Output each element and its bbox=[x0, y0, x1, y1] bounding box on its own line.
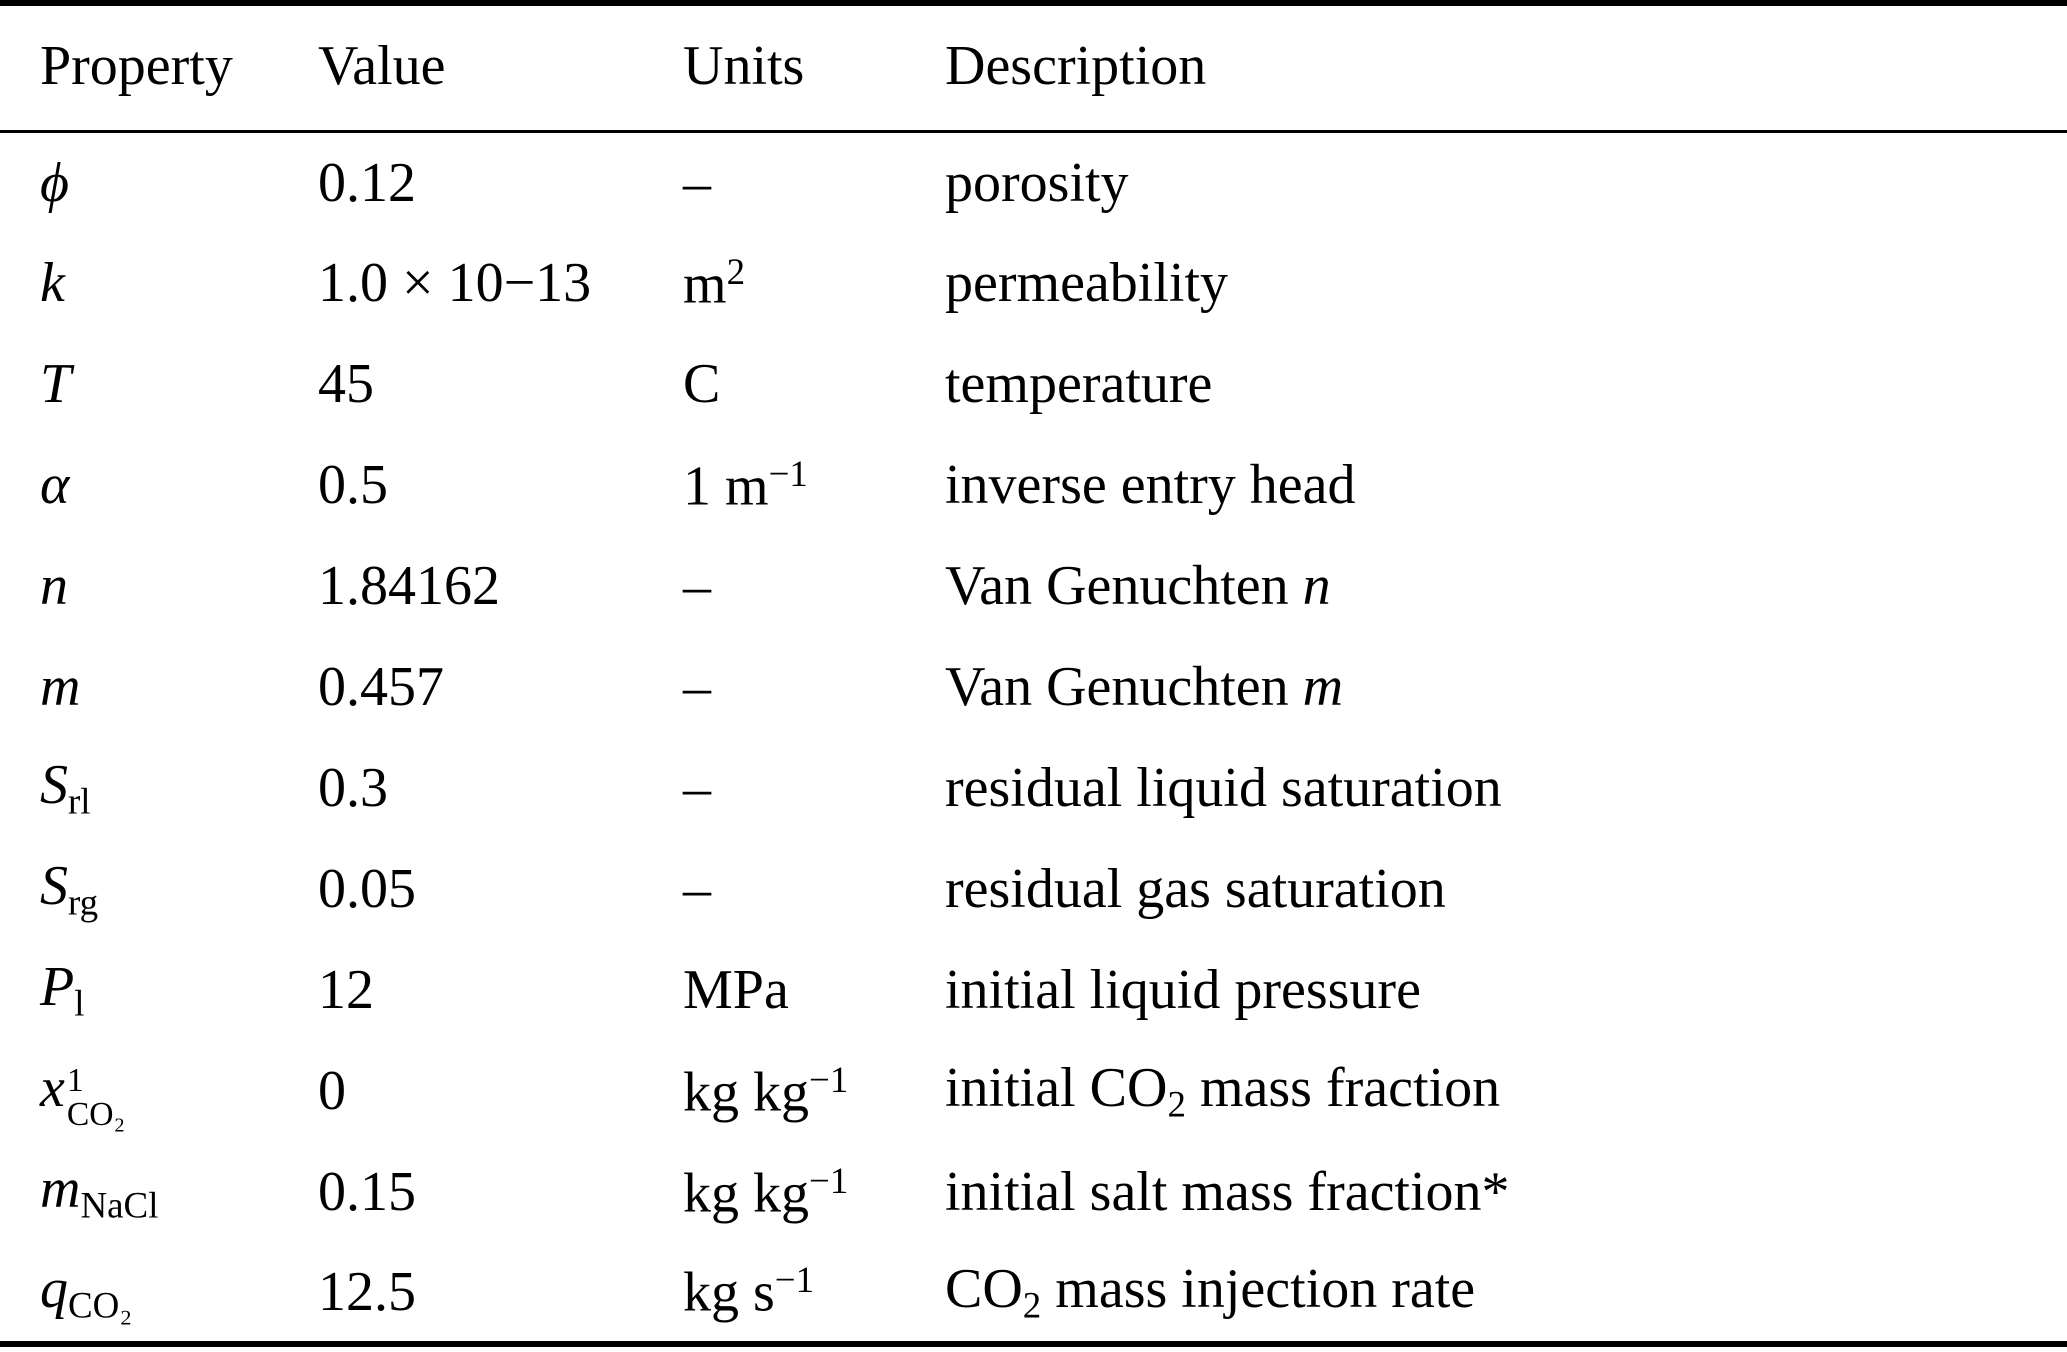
header-units: Units bbox=[643, 3, 905, 133]
property-cell: Srl bbox=[40, 754, 91, 822]
description-cell: Van Genuchten m bbox=[945, 656, 1344, 718]
units-cell: – bbox=[683, 757, 711, 819]
units-cell: 1 m−1 bbox=[683, 452, 808, 518]
property-cell: ϕ bbox=[40, 151, 69, 214]
value-cell: 0.457 bbox=[318, 656, 444, 718]
table-row: n 1.84162 – Van Genuchten n bbox=[0, 536, 2067, 637]
table-row: mNaCl 0.15 kg kg−1 initial salt mass fracti… bbox=[0, 1142, 2067, 1243]
table-row: α 0.5 1 m−1 inverse entry head bbox=[0, 435, 2067, 536]
description-cell: initial salt mass fraction* bbox=[945, 1161, 1510, 1223]
units-cell: kg s−1 bbox=[683, 1259, 815, 1324]
description-cell: Van Genuchten n bbox=[945, 555, 1331, 617]
description-cell: permeability bbox=[945, 252, 1229, 314]
value-cell: 0.05 bbox=[318, 858, 416, 920]
description-cell: residual liquid saturation bbox=[945, 757, 1502, 819]
table-row: k 1.0 × 10−13 m2 permeability bbox=[0, 233, 2067, 334]
table-body: ϕ 0.12 – porosity k 1.0 × 10−13 m2 permeability… bbox=[0, 132, 2067, 1344]
property-cell: Pl bbox=[40, 956, 85, 1024]
property-cell: qCO₂ bbox=[40, 1257, 133, 1326]
table-row: ϕ 0.12 – porosity bbox=[0, 132, 2067, 233]
description-cell: inverse entry head bbox=[945, 454, 1356, 516]
property-cell: m bbox=[40, 656, 81, 718]
value-cell: 0.3 bbox=[318, 757, 388, 819]
value-cell: 12.5 bbox=[318, 1260, 416, 1323]
table-row: Srg 0.05 – residual gas saturation bbox=[0, 839, 2067, 940]
description-cell: porosity bbox=[945, 151, 1129, 214]
units-cell: MPa bbox=[683, 959, 789, 1021]
units-cell: kg kg−1 bbox=[683, 1159, 849, 1225]
table-row: x 1 CO₂ 0 kg kg−1 initial CO2 mass fraction bbox=[0, 1041, 2067, 1142]
units-cell: – bbox=[683, 656, 711, 718]
table-row: Pl 12 MPa initial liquid pressure bbox=[0, 940, 2067, 1041]
value-cell: 1.0 × 10−13 bbox=[318, 252, 592, 314]
table-row: m 0.457 – Van Genuchten m bbox=[0, 637, 2067, 738]
description-cell: residual gas saturation bbox=[945, 858, 1446, 920]
units-cell: C bbox=[683, 353, 721, 415]
units-cell: – bbox=[683, 858, 711, 920]
description-cell: initial liquid pressure bbox=[945, 959, 1421, 1021]
units-cell: kg kg−1 bbox=[683, 1058, 849, 1124]
property-cell: T bbox=[40, 353, 72, 415]
table-row: qCO₂ 12.5 kg s−1 CO2 mass injection rate bbox=[0, 1243, 2067, 1344]
header-property: Property bbox=[0, 3, 278, 133]
units-cell: – bbox=[683, 555, 711, 617]
header-value: Value bbox=[278, 3, 643, 133]
value-cell: 12 bbox=[318, 959, 374, 1021]
value-cell: 1.84162 bbox=[318, 555, 500, 617]
property-cell: Srg bbox=[40, 855, 99, 923]
value-cell: 45 bbox=[318, 353, 374, 415]
property-cell: k bbox=[40, 252, 65, 314]
property-cell: α bbox=[40, 454, 70, 516]
table-row: Srl 0.3 – residual liquid saturation bbox=[0, 738, 2067, 839]
description-cell: CO2 mass injection rate bbox=[945, 1257, 1476, 1326]
value-cell: 0.12 bbox=[318, 151, 416, 214]
value-cell: 0.15 bbox=[318, 1161, 416, 1223]
value-cell: 0.5 bbox=[318, 454, 388, 516]
description-cell: temperature bbox=[945, 353, 1213, 415]
header-row: Property Value Units Description bbox=[0, 3, 2067, 133]
sup-sub-stack: 1 CO₂ bbox=[66, 1062, 126, 1133]
value-cell: 0 bbox=[318, 1060, 346, 1122]
units-cell: – bbox=[683, 151, 711, 214]
property-cell: mNaCl bbox=[40, 1158, 159, 1226]
property-cell: x 1 CO₂ bbox=[40, 1056, 126, 1133]
description-cell: initial CO2 mass fraction bbox=[945, 1057, 1501, 1125]
property-cell: n bbox=[40, 555, 68, 617]
units-cell: m2 bbox=[683, 250, 746, 316]
header-description: Description bbox=[905, 3, 2067, 133]
